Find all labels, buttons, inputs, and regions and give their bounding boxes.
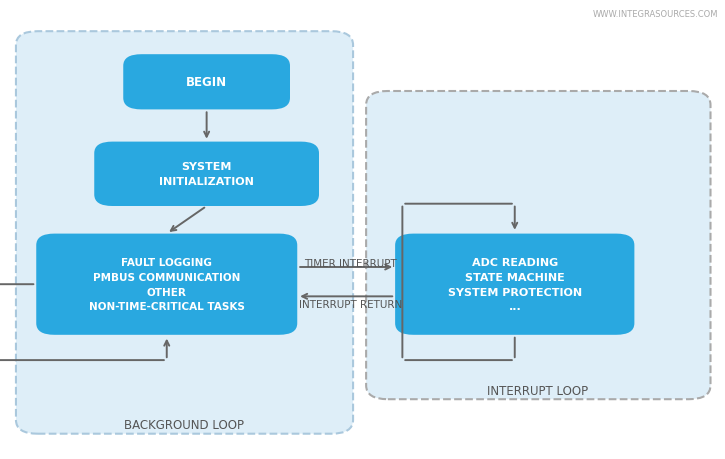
FancyBboxPatch shape: [16, 32, 353, 434]
FancyBboxPatch shape: [123, 55, 290, 110]
FancyBboxPatch shape: [94, 142, 319, 207]
Text: INTERRUPT RETURN: INTERRUPT RETURN: [299, 299, 402, 309]
Text: INTERRUPT LOOP: INTERRUPT LOOP: [487, 385, 589, 397]
Text: WWW.INTEGRASOURCES.COM: WWW.INTEGRASOURCES.COM: [592, 10, 718, 19]
Text: BEGIN: BEGIN: [186, 76, 227, 89]
FancyBboxPatch shape: [366, 92, 710, 399]
Text: FAULT LOGGING
PMBUS COMMUNICATION
OTHER
NON-TIME-CRITICAL TASKS: FAULT LOGGING PMBUS COMMUNICATION OTHER …: [88, 257, 244, 312]
Text: ADC READING
STATE MACHINE
SYSTEM PROTECTION
...: ADC READING STATE MACHINE SYSTEM PROTECT…: [447, 257, 581, 312]
Text: TIMER INTERRUPT: TIMER INTERRUPT: [304, 258, 397, 269]
FancyBboxPatch shape: [36, 234, 297, 335]
Text: BACKGROUND LOOP: BACKGROUND LOOP: [124, 418, 244, 431]
Text: SYSTEM
INITIALIZATION: SYSTEM INITIALIZATION: [160, 162, 254, 187]
FancyBboxPatch shape: [395, 234, 634, 335]
